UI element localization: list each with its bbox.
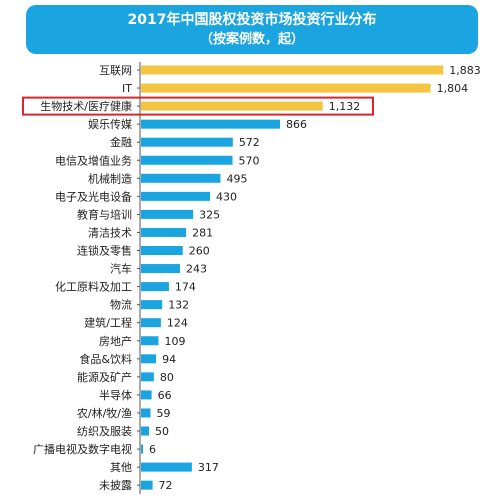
category-label: 建筑/工程 [84,316,132,330]
value-label: 325 [199,208,220,221]
category-label: 电子及光电设备 [55,189,132,203]
value-label: 430 [216,190,237,203]
category-label: 生物技术/医疗健康 [40,99,132,113]
chart-title-banner: 2017年中国股权投资市场投资行业分布 （按案例数，起） [26,5,478,54]
bar [141,191,211,201]
category-label: 化工原料及加工 [55,280,132,294]
bar [141,318,161,328]
bar [141,83,431,93]
category-label: 能源及矿产 [77,370,132,384]
category-label: 金融 [110,135,132,149]
category-label: 教育与培训 [77,207,132,221]
value-label: 260 [189,245,210,258]
value-label: 94 [162,353,176,366]
category-label: 清洁技术 [88,226,132,239]
bar [141,173,221,183]
value-label: 59 [156,407,170,420]
value-label: 570 [239,154,260,167]
chart-title: 2017年中国股权投资市场投资行业分布 [127,12,377,28]
bar [141,155,233,165]
category-label: 汽车 [110,262,132,276]
bar [141,480,153,490]
category-label: 互联网 [99,64,132,77]
category-label: 连锁及零售 [77,244,132,258]
bar [141,137,233,147]
category-label: 物流 [110,298,132,312]
bar [141,462,192,472]
value-label: 1,132 [329,100,361,113]
value-label: 174 [175,281,196,294]
category-label: 其他 [110,461,132,474]
value-label: 6 [149,443,156,456]
value-label: 317 [198,461,219,474]
bar [141,65,444,75]
category-label: 农/林/牧/渔 [77,406,132,420]
value-label: 243 [186,263,207,276]
value-label: 50 [155,425,169,438]
value-label: 72 [159,479,173,492]
bar [141,372,154,382]
value-label: 281 [192,226,213,239]
value-label: 124 [167,317,188,330]
value-label: 572 [239,136,260,149]
value-label: 1,804 [437,82,469,95]
bar [141,282,169,292]
category-label: 未披露 [99,478,132,492]
bar [141,227,187,237]
category-label: 电信及增值业务 [55,153,132,167]
category-label: 娱乐传媒 [88,117,132,131]
category-label: 房地产 [99,334,132,348]
bar [141,354,157,364]
bar [141,264,181,274]
value-label: 109 [164,335,185,348]
bar [141,209,194,219]
bar [141,390,152,400]
bar [141,426,150,436]
bar [141,408,151,418]
category-label: 机械制造 [88,171,132,185]
chart-subtitle: （按案例数，起） [199,32,304,47]
bar [141,101,323,111]
value-label: 495 [226,172,247,185]
category-label: 半导体 [99,388,132,402]
bar [141,119,281,129]
category-label: IT [122,82,132,95]
value-label: 66 [158,389,172,402]
bar [141,336,159,346]
category-label: 广播电视及数字电视 [33,442,132,456]
bar [141,300,163,310]
bar [141,444,143,454]
category-label: 纺织及服装 [77,424,132,438]
bar [141,246,183,255]
highlight-box [22,96,374,116]
value-label: 866 [286,118,307,131]
category-label: 食品&饮料 [79,352,132,366]
value-label: 80 [160,371,174,384]
value-label: 132 [168,299,189,312]
value-label: 1,883 [449,64,481,77]
